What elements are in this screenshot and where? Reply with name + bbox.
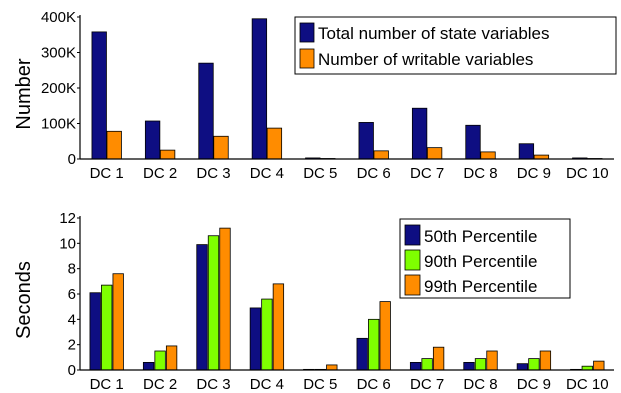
y-tick-label: 200K — [41, 80, 76, 97]
bar-dc2-series-1 — [142, 361, 155, 371]
y-tick-label: 100K — [41, 116, 76, 133]
y-tick-label: 4 — [68, 311, 76, 328]
bar-dc4-series-1 — [251, 18, 268, 160]
bar-dc9-series-2 — [528, 358, 540, 371]
bar-dc3-series-1 — [196, 244, 208, 371]
legend-label: Total number of state variables — [318, 24, 550, 43]
x-tick-label: DC 6 — [357, 165, 391, 182]
bar-dc2-series-1 — [144, 120, 161, 160]
y-tick-label: 400K — [41, 9, 76, 26]
legend-box — [399, 218, 571, 299]
x-tick-label: DC 1 — [90, 165, 124, 182]
bar-dc9-series-1 — [518, 143, 535, 160]
x-tick-label: DC 9 — [517, 376, 551, 393]
bar-dc2-series-2 — [159, 149, 176, 160]
bar-dc6-series-1 — [358, 122, 374, 160]
legend: Total number of state variables Number of… — [294, 16, 617, 75]
bar-dc4-series-1 — [249, 307, 262, 371]
bar-dc6-series-2 — [373, 150, 389, 160]
x-tick-label: DC 4 — [250, 165, 284, 182]
x-tick-label: DC 1 — [90, 376, 124, 393]
legend: 50th Percentile 90th Percentile 99th Perce… — [399, 218, 571, 299]
bar-dc8-series-1 — [463, 361, 475, 371]
y-axis-label: Number — [13, 58, 35, 129]
bar-dc7-series-2 — [421, 358, 433, 371]
x-tick-label: DC 6 — [357, 376, 391, 393]
bar-dc5-series-3 — [326, 364, 338, 371]
x-tick-label: DC 5 — [303, 165, 337, 182]
bar-dc7-series-3 — [432, 346, 445, 371]
bar-dc9-series-1 — [516, 363, 529, 371]
x-tick-label: DC 3 — [196, 165, 230, 182]
bar-dc8-series-1 — [465, 124, 481, 160]
legend-swatch — [404, 274, 421, 296]
y-tick-label: 12 — [59, 210, 76, 227]
bar-dc3-series-2 — [207, 235, 220, 371]
bar-dc4-series-2 — [266, 127, 283, 160]
bar-dc2-series-3 — [165, 345, 178, 371]
legend-label: 50th Percentile — [424, 227, 537, 246]
legend-swatch — [404, 249, 421, 271]
bar-dc8-series-3 — [486, 350, 498, 371]
y-tick-label: 8 — [68, 261, 76, 278]
y-tick-label: 0 — [68, 151, 76, 168]
bar-dc1-series-1 — [89, 292, 101, 371]
bar-dc1-series-2 — [106, 130, 122, 160]
x-tick-label: DC 8 — [463, 165, 497, 182]
x-tick-label: DC 10 — [566, 376, 609, 393]
bar-dc3-series-3 — [219, 227, 231, 371]
y-tick-label: 300K — [41, 45, 76, 62]
x-tick-label: DC 7 — [410, 165, 444, 182]
x-tick-label: DC 2 — [143, 165, 177, 182]
bar-dc1-series-2 — [101, 284, 113, 371]
y-tick-label: 6 — [68, 286, 76, 303]
x-tick-label: DC 10 — [566, 165, 609, 182]
bar-dc3-series-1 — [198, 62, 214, 160]
chart-panel-1: DC 1 DC 2 DC 3 DC 4 DC 5 DC 6 DC 7 DC 8 DC 9 DC 1… — [13, 9, 617, 182]
bar-dc7-series-1 — [411, 107, 428, 160]
bar-dc8-series-2 — [474, 358, 487, 371]
x-tick-label: DC 8 — [463, 376, 497, 393]
bar-dc7-series-1 — [409, 361, 422, 371]
x-tick-label: DC 9 — [517, 165, 551, 182]
bar-dc6-series-3 — [379, 301, 391, 371]
x-tick-label: DC 3 — [196, 376, 230, 393]
legend-label: 90th Percentile — [424, 252, 537, 271]
chart-panel-2: DC 1 DC 2 DC 3 DC 4 DC 5 DC 6 DC 7 DC 8 DC 9 DC 1… — [13, 210, 614, 393]
y-tick-label: 0 — [68, 362, 76, 379]
bar-dc6-series-1 — [356, 337, 368, 371]
bar-dc2-series-2 — [154, 350, 166, 371]
x-tick-label: DC 2 — [143, 376, 177, 393]
legend-swatch — [404, 224, 421, 246]
bar-dc4-series-2 — [261, 298, 273, 371]
bar-dc6-series-2 — [368, 318, 380, 371]
y-axis-label: Seconds — [13, 261, 35, 339]
x-tick-label: DC 5 — [303, 376, 337, 393]
x-tick-label: DC 7 — [410, 376, 444, 393]
x-tick-label: DC 4 — [250, 376, 284, 393]
bar-dc10-series-3 — [593, 360, 605, 371]
bar-dc8-series-2 — [480, 151, 496, 160]
legend-label: Number of writable variables — [318, 50, 533, 69]
y-tick-label: 2 — [68, 337, 76, 354]
bar-dc1-series-1 — [91, 31, 107, 160]
y-tick-label: 10 — [59, 235, 76, 252]
bar-dc3-series-2 — [213, 135, 229, 160]
legend-swatch — [299, 48, 315, 69]
bar-dc4-series-3 — [272, 283, 285, 371]
bar-dc1-series-3 — [112, 273, 124, 371]
legend-box — [294, 16, 617, 75]
legend-swatch — [299, 22, 315, 43]
bar-dc7-series-2 — [426, 147, 443, 160]
bar-dc9-series-3 — [539, 350, 552, 371]
legend-label: 99th Percentile — [424, 277, 537, 296]
